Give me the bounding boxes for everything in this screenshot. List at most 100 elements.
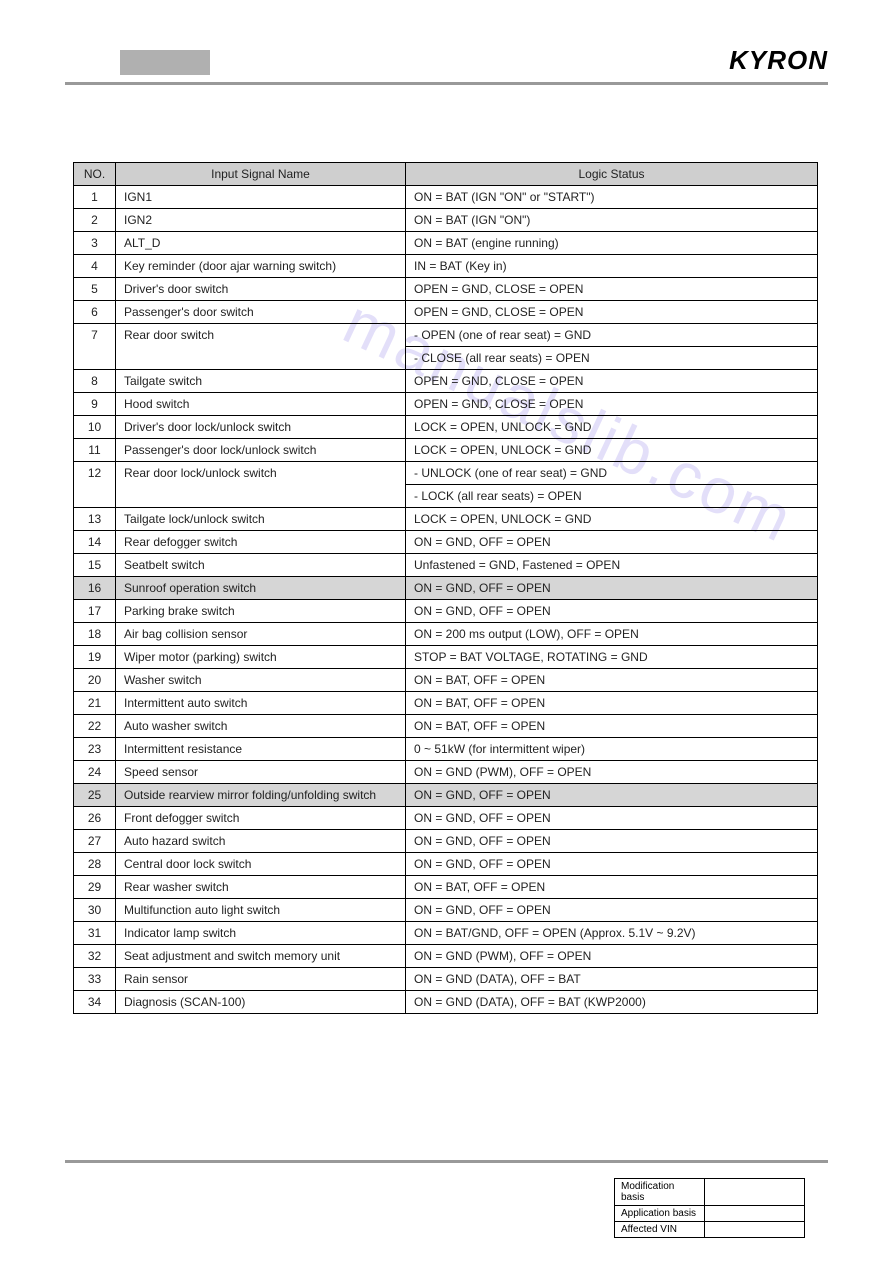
cell-name: Outside rearview mirror folding/unfoldin… xyxy=(116,784,406,807)
table-row: 21Intermittent auto switchON = BAT, OFF … xyxy=(74,692,818,715)
cell-no: 24 xyxy=(74,761,116,784)
table-row: 11Passenger's door lock/unlock switchLOC… xyxy=(74,439,818,462)
cell-name: Rear door switch xyxy=(116,324,406,347)
cell-name: Parking brake switch xyxy=(116,600,406,623)
cell-name: Passenger's door lock/unlock switch xyxy=(116,439,406,462)
cell-status: ON = BAT, OFF = OPEN xyxy=(406,692,818,715)
cell-status: ON = GND, OFF = OPEN xyxy=(406,531,818,554)
cell-status: LOCK = OPEN, UNLOCK = GND xyxy=(406,508,818,531)
cell-no: 17 xyxy=(74,600,116,623)
table-row: 10Driver's door lock/unlock switchLOCK =… xyxy=(74,416,818,439)
cell-name: ALT_D xyxy=(116,232,406,255)
cell-no: 9 xyxy=(74,393,116,416)
cell-no xyxy=(74,485,116,508)
brand-logo: KYRON xyxy=(729,45,828,76)
cell-status: ON = 200 ms output (LOW), OFF = OPEN xyxy=(406,623,818,646)
table-row: 6Passenger's door switchOPEN = GND, CLOS… xyxy=(74,301,818,324)
footer-table: Modification basisApplication basisAffec… xyxy=(614,1178,805,1238)
cell-name: Central door lock switch xyxy=(116,853,406,876)
footer-row: Application basis xyxy=(615,1206,805,1222)
table-row: 34Diagnosis (SCAN-100)ON = GND (DATA), O… xyxy=(74,991,818,1014)
footer-label: Modification basis xyxy=(615,1179,705,1206)
col-header-name: Input Signal Name xyxy=(116,163,406,186)
cell-name: Rain sensor xyxy=(116,968,406,991)
table-row: 16Sunroof operation switchON = GND, OFF … xyxy=(74,577,818,600)
cell-name: Seatbelt switch xyxy=(116,554,406,577)
cell-status: ON = GND, OFF = OPEN xyxy=(406,807,818,830)
cell-name: Diagnosis (SCAN-100) xyxy=(116,991,406,1014)
cell-status: ON = GND, OFF = OPEN xyxy=(406,600,818,623)
cell-no: 27 xyxy=(74,830,116,853)
table-row: 23Intermittent resistance0 ~ 51kW (for i… xyxy=(74,738,818,761)
cell-no: 2 xyxy=(74,209,116,232)
cell-no: 18 xyxy=(74,623,116,646)
cell-name: Driver's door switch xyxy=(116,278,406,301)
cell-no xyxy=(74,347,116,370)
cell-name: IGN2 xyxy=(116,209,406,232)
footer-rule xyxy=(65,1160,828,1163)
cell-status: ON = GND (DATA), OFF = BAT (KWP2000) xyxy=(406,991,818,1014)
cell-no: 26 xyxy=(74,807,116,830)
table-row: 3ALT_DON = BAT (engine running) xyxy=(74,232,818,255)
cell-status: ON = GND, OFF = OPEN xyxy=(406,853,818,876)
table-row: 14Rear defogger switchON = GND, OFF = OP… xyxy=(74,531,818,554)
footer-row: Affected VIN xyxy=(615,1222,805,1238)
cell-name: Hood switch xyxy=(116,393,406,416)
cell-no: 5 xyxy=(74,278,116,301)
cell-no: 4 xyxy=(74,255,116,278)
table-row: 31Indicator lamp switchON = BAT/GND, OFF… xyxy=(74,922,818,945)
table-row: 2IGN2ON = BAT (IGN "ON") xyxy=(74,209,818,232)
table-row: 5Driver's door switchOPEN = GND, CLOSE =… xyxy=(74,278,818,301)
cell-name: Air bag collision sensor xyxy=(116,623,406,646)
table-row: 26Front defogger switchON = GND, OFF = O… xyxy=(74,807,818,830)
cell-status: STOP = BAT VOLTAGE, ROTATING = GND xyxy=(406,646,818,669)
cell-status: ON = GND, OFF = OPEN xyxy=(406,830,818,853)
cell-status: LOCK = OPEN, UNLOCK = GND xyxy=(406,416,818,439)
table-row: 4Key reminder (door ajar warning switch)… xyxy=(74,255,818,278)
cell-name: Key reminder (door ajar warning switch) xyxy=(116,255,406,278)
cell-no: 33 xyxy=(74,968,116,991)
cell-name: Tailgate lock/unlock switch xyxy=(116,508,406,531)
table-row: 22Auto washer switchON = BAT, OFF = OPEN xyxy=(74,715,818,738)
cell-name: Multifunction auto light switch xyxy=(116,899,406,922)
table-row: 27Auto hazard switchON = GND, OFF = OPEN xyxy=(74,830,818,853)
table-row: - LOCK (all rear seats) = OPEN xyxy=(74,485,818,508)
cell-name xyxy=(116,485,406,508)
cell-name: Sunroof operation switch xyxy=(116,577,406,600)
col-header-status: Logic Status xyxy=(406,163,818,186)
footer-value xyxy=(705,1206,805,1222)
cell-name: Driver's door lock/unlock switch xyxy=(116,416,406,439)
cell-no: 32 xyxy=(74,945,116,968)
cell-no: 29 xyxy=(74,876,116,899)
cell-status: OPEN = GND, CLOSE = OPEN xyxy=(406,301,818,324)
table-header-row: NO. Input Signal Name Logic Status xyxy=(74,163,818,186)
cell-name: Front defogger switch xyxy=(116,807,406,830)
cell-status: ON = BAT (IGN "ON") xyxy=(406,209,818,232)
cell-name: IGN1 xyxy=(116,186,406,209)
cell-name: Auto washer switch xyxy=(116,715,406,738)
cell-status: - OPEN (one of rear seat) = GND xyxy=(406,324,818,347)
cell-name: Auto hazard switch xyxy=(116,830,406,853)
cell-no: 6 xyxy=(74,301,116,324)
table-row: 17Parking brake switchON = GND, OFF = OP… xyxy=(74,600,818,623)
cell-name: Tailgate switch xyxy=(116,370,406,393)
cell-status: OPEN = GND, CLOSE = OPEN xyxy=(406,393,818,416)
cell-status: ON = BAT (IGN "ON" or "START") xyxy=(406,186,818,209)
cell-status: ON = BAT/GND, OFF = OPEN (Approx. 5.1V ~… xyxy=(406,922,818,945)
cell-name: Indicator lamp switch xyxy=(116,922,406,945)
cell-status: - UNLOCK (one of rear seat) = GND xyxy=(406,462,818,485)
footer-label: Application basis xyxy=(615,1206,705,1222)
cell-no: 19 xyxy=(74,646,116,669)
col-header-no: NO. xyxy=(74,163,116,186)
cell-status: Unfastened = GND, Fastened = OPEN xyxy=(406,554,818,577)
cell-no: 8 xyxy=(74,370,116,393)
table-row: - CLOSE (all rear seats) = OPEN xyxy=(74,347,818,370)
cell-name: Seat adjustment and switch memory unit xyxy=(116,945,406,968)
cell-no: 22 xyxy=(74,715,116,738)
cell-name: Rear door lock/unlock switch xyxy=(116,462,406,485)
cell-status: - CLOSE (all rear seats) = OPEN xyxy=(406,347,818,370)
table-row: 13Tailgate lock/unlock switchLOCK = OPEN… xyxy=(74,508,818,531)
cell-no: 28 xyxy=(74,853,116,876)
cell-status: OPEN = GND, CLOSE = OPEN xyxy=(406,278,818,301)
cell-status: LOCK = OPEN, UNLOCK = GND xyxy=(406,439,818,462)
